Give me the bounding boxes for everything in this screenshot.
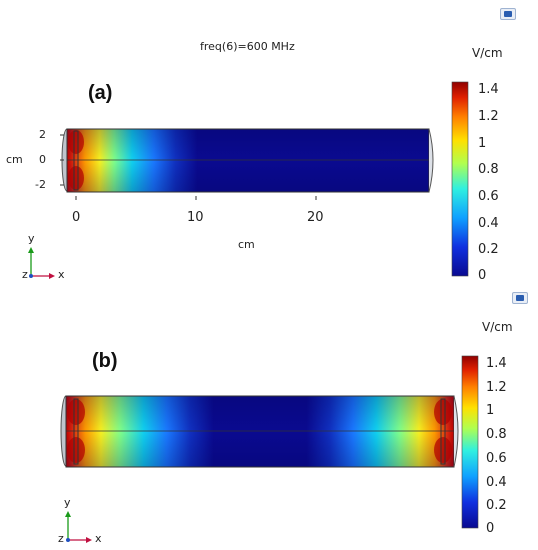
cbar-tick-a-3: 0.8	[478, 162, 499, 177]
triad-x-a: x	[58, 268, 65, 281]
cbar-tick-a-2: 1	[478, 136, 487, 151]
field-shade-b	[66, 396, 454, 467]
triad-y-b: y	[64, 496, 71, 509]
cylinder-cap-right-a	[428, 128, 434, 193]
export-icon-a[interactable]	[500, 8, 516, 20]
colorbar-unit-a: V/cm	[472, 46, 503, 60]
panel-a: freq(6)=600 MHz (a)	[6, 8, 516, 283]
export-icon-b[interactable]	[512, 292, 528, 304]
cbar-tick-b-5: 0.4	[486, 475, 507, 490]
x-tick-a-0: 0	[72, 210, 81, 225]
hotspot-right-bottom-b	[434, 437, 452, 463]
hotspot-bottom-a	[68, 166, 84, 190]
x-axis-label-a: cm	[238, 238, 255, 251]
y-tick-a-2: -2	[35, 178, 46, 191]
y-axis-label-a: cm	[6, 153, 23, 166]
cbar-tick-b-4: 0.6	[486, 451, 507, 466]
y-tick-a-0: 2	[39, 128, 46, 141]
panel-b: (b)	[0, 290, 538, 550]
field-shade-a	[67, 129, 429, 192]
x-tick-a-1: 10	[187, 210, 204, 225]
panel-label-b: (b)	[92, 350, 118, 372]
y-tick-a-1: 0	[39, 153, 46, 166]
hotspot-right-top-b	[434, 399, 452, 425]
cbar-tick-b-1: 1.2	[486, 380, 507, 395]
axis-triad-a	[28, 247, 55, 279]
cbar-tick-b-7: 0	[486, 521, 495, 536]
triad-y-a: y	[28, 232, 35, 245]
triad-z-a: z	[22, 268, 28, 281]
cylinder-cap-right-b	[453, 395, 459, 468]
triad-z-b: z	[58, 532, 64, 545]
colorbar-b	[461, 355, 479, 529]
cbar-tick-b-2: 1	[486, 403, 495, 418]
triad-x-b: x	[95, 532, 102, 545]
antenna-left-b	[73, 398, 79, 465]
axis-triad-b	[65, 511, 92, 543]
x-axis-a	[75, 196, 317, 200]
cbar-tick-b-6: 0.2	[486, 498, 507, 513]
x-tick-a-2: 20	[307, 210, 324, 225]
plot-title-a: freq(6)=600 MHz	[200, 40, 295, 53]
hotspot-left-bottom-b	[67, 437, 85, 463]
hotspot-top-a	[68, 130, 84, 154]
antenna-right-b	[440, 398, 446, 465]
cbar-tick-b-0: 1.4	[486, 356, 507, 371]
cbar-tick-a-6: 0.2	[478, 242, 499, 257]
cbar-tick-a-5: 0.4	[478, 216, 499, 231]
colorbar-unit-b: V/cm	[482, 320, 513, 334]
plot-svg-b	[60, 355, 479, 543]
colorbar-a	[451, 81, 469, 277]
cbar-tick-b-3: 0.8	[486, 427, 507, 442]
cbar-tick-a-1: 1.2	[478, 109, 499, 124]
antenna-a	[73, 130, 79, 191]
cbar-tick-a-7: 0	[478, 268, 487, 283]
y-axis-a	[60, 134, 64, 186]
cbar-tick-a-0: 1.4	[478, 82, 499, 97]
plot-svg-a	[28, 81, 469, 279]
panel-label-a: (a)	[88, 82, 113, 104]
cbar-tick-a-4: 0.6	[478, 189, 499, 204]
hotspot-left-top-b	[67, 399, 85, 425]
